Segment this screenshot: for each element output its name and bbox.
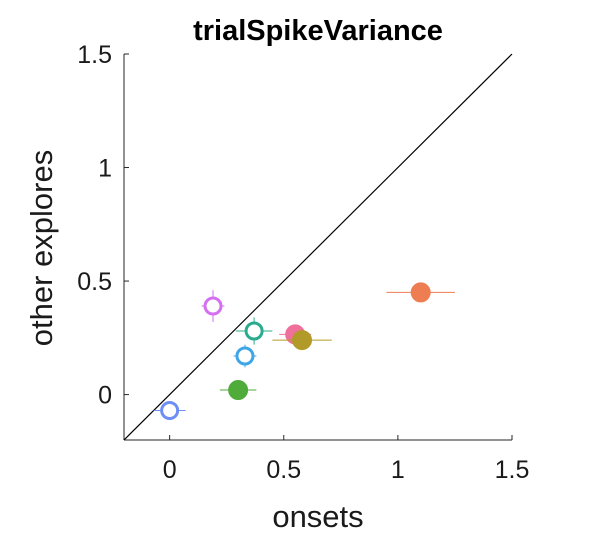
- point-marker-open: [160, 400, 180, 420]
- identity-line-group: [123, 53, 513, 441]
- x-axis-label: onsets: [272, 499, 363, 534]
- point-marker-filled: [228, 380, 249, 401]
- data-point: [153, 400, 186, 420]
- data-point: [272, 330, 332, 351]
- y-tick-label: 1.5: [77, 41, 112, 69]
- x-tick-label: 0.5: [266, 456, 301, 484]
- point-marker-open: [203, 296, 223, 316]
- point-marker-open: [235, 346, 255, 366]
- x-tick-label: 0: [163, 456, 177, 484]
- y-tick-label: 1: [98, 155, 112, 183]
- y-tick-label: 0.5: [77, 268, 112, 296]
- x-tick-label: 1: [391, 456, 405, 484]
- plot-axes: [123, 53, 513, 441]
- y-tick-labels: 0 0.5 1 1.5: [77, 41, 112, 410]
- x-tick-labels: 0 0.5 1 1.5: [163, 456, 530, 484]
- chart-title: trialSpikeVariance: [193, 15, 443, 47]
- identity-line: [123, 53, 513, 441]
- y-axis-label: other explores: [24, 150, 59, 346]
- data-points: [153, 282, 455, 420]
- data-point: [219, 380, 257, 401]
- point-marker-filled: [292, 330, 313, 351]
- x-tick-label: 1.5: [495, 456, 530, 484]
- point-marker-filled: [410, 282, 431, 303]
- data-point: [233, 344, 257, 368]
- data-point: [201, 290, 225, 322]
- y-tick-label: 0: [98, 382, 112, 410]
- data-point: [386, 282, 455, 303]
- data-point: [235, 317, 273, 345]
- point-marker-open: [244, 321, 264, 341]
